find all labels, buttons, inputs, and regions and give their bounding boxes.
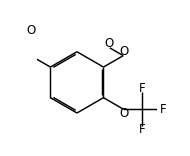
Text: F: F [139, 82, 145, 95]
Text: F: F [160, 103, 166, 116]
Text: O: O [119, 107, 128, 120]
Text: O: O [26, 24, 35, 37]
Text: F: F [139, 123, 145, 136]
Text: O: O [119, 45, 128, 58]
Text: O: O [105, 37, 114, 50]
